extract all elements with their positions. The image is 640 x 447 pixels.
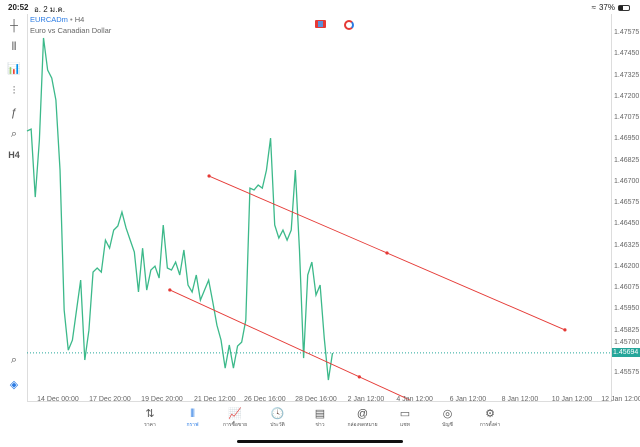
- nav-trade[interactable]: 📈 การซื้อขาย: [215, 407, 255, 433]
- y-tick-label: 1.46325: [614, 241, 640, 249]
- depth-icon[interactable]: [344, 20, 354, 30]
- settings-sliders-icon[interactable]: ⫶: [12, 85, 16, 97]
- nav-label: แชท: [400, 422, 410, 428]
- y-tick-label: 1.46075: [614, 284, 640, 292]
- history-icon: 🕓: [270, 408, 285, 420]
- x-tick-label: 12 Jan 12:00: [601, 396, 640, 403]
- symbol-timeframe: H4: [74, 15, 85, 24]
- y-tick-label: 1.46200: [614, 262, 640, 270]
- y-tick-label: 1.46450: [614, 220, 640, 228]
- status-bar: 20:52 อ. 2 ม.ค. ≈37%: [0, 0, 640, 14]
- date: อ. 2 ม.ค.: [34, 5, 65, 14]
- trendline[interactable]: [169, 289, 410, 401]
- nav-label: การตั้งค่า: [479, 422, 501, 428]
- y-tick-label: 1.46950: [614, 135, 640, 143]
- price-line: [26, 37, 334, 381]
- nav-label: ประวัติ: [270, 422, 285, 428]
- candlestick-icon[interactable]: ⫴: [11, 41, 17, 53]
- one-click-trading-icon[interactable]: ◈: [9, 379, 19, 391]
- nav-history[interactable]: 🕓 ประวัติ: [258, 407, 298, 433]
- nav-settings[interactable]: ⚙ การตั้งค่า: [470, 407, 510, 433]
- nav-mailbox[interactable]: @ กล่องจดหมาย: [343, 407, 383, 433]
- x-tick-label: 26 Dec 16:00: [243, 396, 286, 403]
- wifi-icon: ≈: [591, 3, 596, 12]
- y-tick-label: 1.47575: [614, 29, 640, 37]
- news-icon: ▤: [314, 408, 326, 420]
- y-tick-label: 1.45950: [614, 305, 640, 313]
- x-tick-label: 4 Jan 12:00: [396, 396, 433, 403]
- nav-label: ข่าว: [315, 422, 325, 428]
- y-tick-label: 1.45575: [614, 369, 640, 377]
- y-tick-label: 1.47200: [614, 92, 640, 100]
- current-price-tag: 1.45694: [612, 348, 640, 358]
- nav-chart[interactable]: ⫴ กราฟ: [173, 407, 213, 433]
- indicators-icon[interactable]: 📊: [7, 63, 21, 75]
- chart-search-icon[interactable]: ⌕: [10, 354, 18, 366]
- y-tick-label: 1.46700: [614, 177, 640, 185]
- nav-price-arrows[interactable]: ⇅ ราคา: [130, 407, 170, 433]
- nav-account[interactable]: ◎ บัญชี: [428, 407, 468, 433]
- nav-label: บัญชี: [442, 422, 453, 428]
- x-tick-label: 19 Dec 20:00: [141, 396, 183, 403]
- y-tick-label: 1.47450: [614, 50, 640, 58]
- x-tick-label: 14 Dec 00:00: [37, 396, 79, 403]
- symbol-info: EURCADm • H4 Euro vs Canadian Dollar: [30, 15, 112, 35]
- battery-icon: [618, 4, 630, 11]
- trendline-anchor[interactable]: [357, 375, 361, 379]
- y-tick-label: 1.46825: [614, 156, 640, 164]
- x-tick-label: 28 Dec 16:00: [295, 396, 337, 403]
- clock: 20:52: [8, 3, 29, 12]
- y-tick-label: 1.45700: [614, 339, 640, 347]
- chart-icon: ⫴: [190, 408, 195, 420]
- chart-area[interactable]: [27, 14, 612, 402]
- y-tick-label: 1.47325: [614, 71, 640, 79]
- function-icon[interactable]: ƒ: [10, 107, 18, 119]
- y-tick-label: 1.47075: [614, 114, 640, 122]
- price-arrows-icon: ⇅: [145, 408, 155, 420]
- chat-icon: ▭: [399, 408, 411, 420]
- nav-label: การซื้อขาย: [222, 422, 248, 428]
- x-tick-label: 21 Dec 12:00: [194, 396, 236, 403]
- x-tick-label: 6 Jan 12:00: [449, 396, 487, 403]
- y-tick-label: 1.45825: [614, 326, 640, 334]
- timeframe-label[interactable]: H4: [8, 150, 20, 160]
- nav-label: ราคา: [144, 422, 156, 428]
- nav-chat[interactable]: ▭ แชท: [385, 407, 425, 433]
- symbol-name[interactable]: EURCADm: [30, 15, 68, 24]
- objects-icon[interactable]: ⌕: [10, 128, 18, 140]
- y-tick-label: 1.46575: [614, 199, 640, 207]
- nav-label: กล่องจดหมาย: [347, 422, 378, 428]
- x-tick-label: 2 Jan 12:00: [347, 396, 385, 403]
- nav-label: กราฟ: [186, 422, 199, 428]
- trendline-anchor[interactable]: [168, 288, 172, 292]
- nav-news[interactable]: ▤ ข่าว: [300, 407, 340, 433]
- home-indicator: [237, 440, 403, 443]
- settings-icon: ⚙: [485, 408, 495, 420]
- x-tick-label: 17 Dec 20:00: [89, 396, 131, 403]
- symbol-description: Euro vs Canadian Dollar: [30, 26, 112, 35]
- x-tick-label: 8 Jan 12:00: [501, 396, 539, 403]
- trendline-anchor[interactable]: [563, 328, 567, 332]
- bottom-nav: ⇅ ราคา ⫴ กราฟ 📈 การซื้อขาย 🕓 ประวัติ ▤ ข่าว @ กล่อง…: [130, 407, 510, 433]
- trade-icon: 📈: [228, 408, 242, 420]
- mailbox-icon: @: [356, 408, 369, 420]
- left-toolbar: ┼ ⫴ 📊 ⫶ ƒ ⌕ H4 ⌕ ◈: [0, 14, 27, 404]
- crosshair-icon[interactable]: ┼: [10, 20, 18, 32]
- battery-percent: 37%: [598, 3, 615, 12]
- trendline-anchor[interactable]: [385, 251, 389, 255]
- trendline-anchor[interactable]: [207, 174, 211, 178]
- x-tick-label: 10 Jan 12:00: [551, 396, 593, 403]
- account-icon: ◎: [442, 408, 453, 420]
- trade-panel-icon[interactable]: [315, 20, 326, 28]
